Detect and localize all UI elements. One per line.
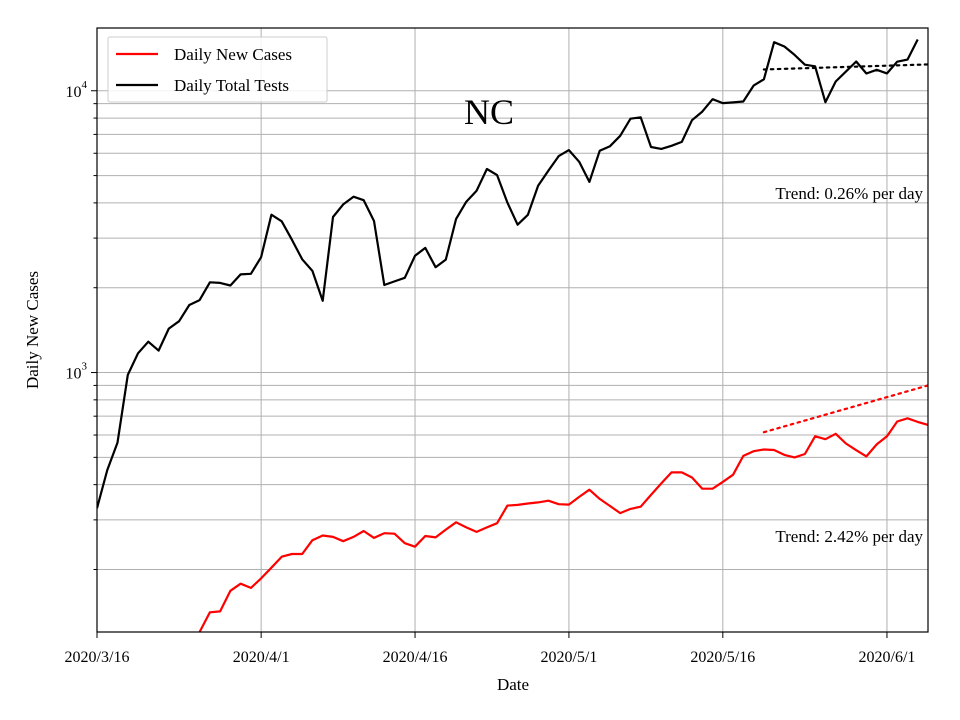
grid	[96, 28, 928, 632]
chart-title: NC	[464, 92, 514, 132]
trend-annotation-tests: Trend: 0.26% per day	[775, 184, 923, 203]
x-tick-label: 2020/5/1	[540, 649, 597, 666]
trend-line-cases	[762, 384, 928, 434]
y-tick-label: 103	[66, 361, 88, 383]
series-layer	[97, 39, 928, 632]
x-tick-label: 2020/3/16	[65, 649, 130, 666]
legend-label-tests: Daily Total Tests	[174, 76, 289, 95]
y-axis-label: Daily New Cases	[23, 271, 42, 389]
trend-line-tests	[762, 63, 928, 71]
series-line-cases	[198, 417, 928, 632]
trend-annotation-cases: Trend: 2.42% per day	[775, 527, 923, 546]
x-tick-label: 2020/5/16	[690, 649, 755, 666]
tick-layer: 2020/3/16 2020/4/1 2020/4/16 2020/5/1 2020/5…	[65, 79, 916, 666]
plot-frame	[96, 27, 929, 633]
series-line-tests	[97, 39, 919, 509]
x-tick-label: 2020/6/1	[859, 649, 916, 666]
legend-label-cases: Daily New Cases	[174, 45, 292, 64]
trend-layer	[762, 63, 928, 434]
x-axis-label: Date	[497, 675, 529, 694]
legend: Daily New Cases Daily Total Tests	[107, 36, 328, 103]
x-tick-label: 2020/4/16	[383, 649, 448, 666]
legend-box	[107, 36, 328, 103]
x-tick-label: 2020/4/1	[233, 649, 290, 666]
y-tick-label: 104	[66, 79, 88, 101]
